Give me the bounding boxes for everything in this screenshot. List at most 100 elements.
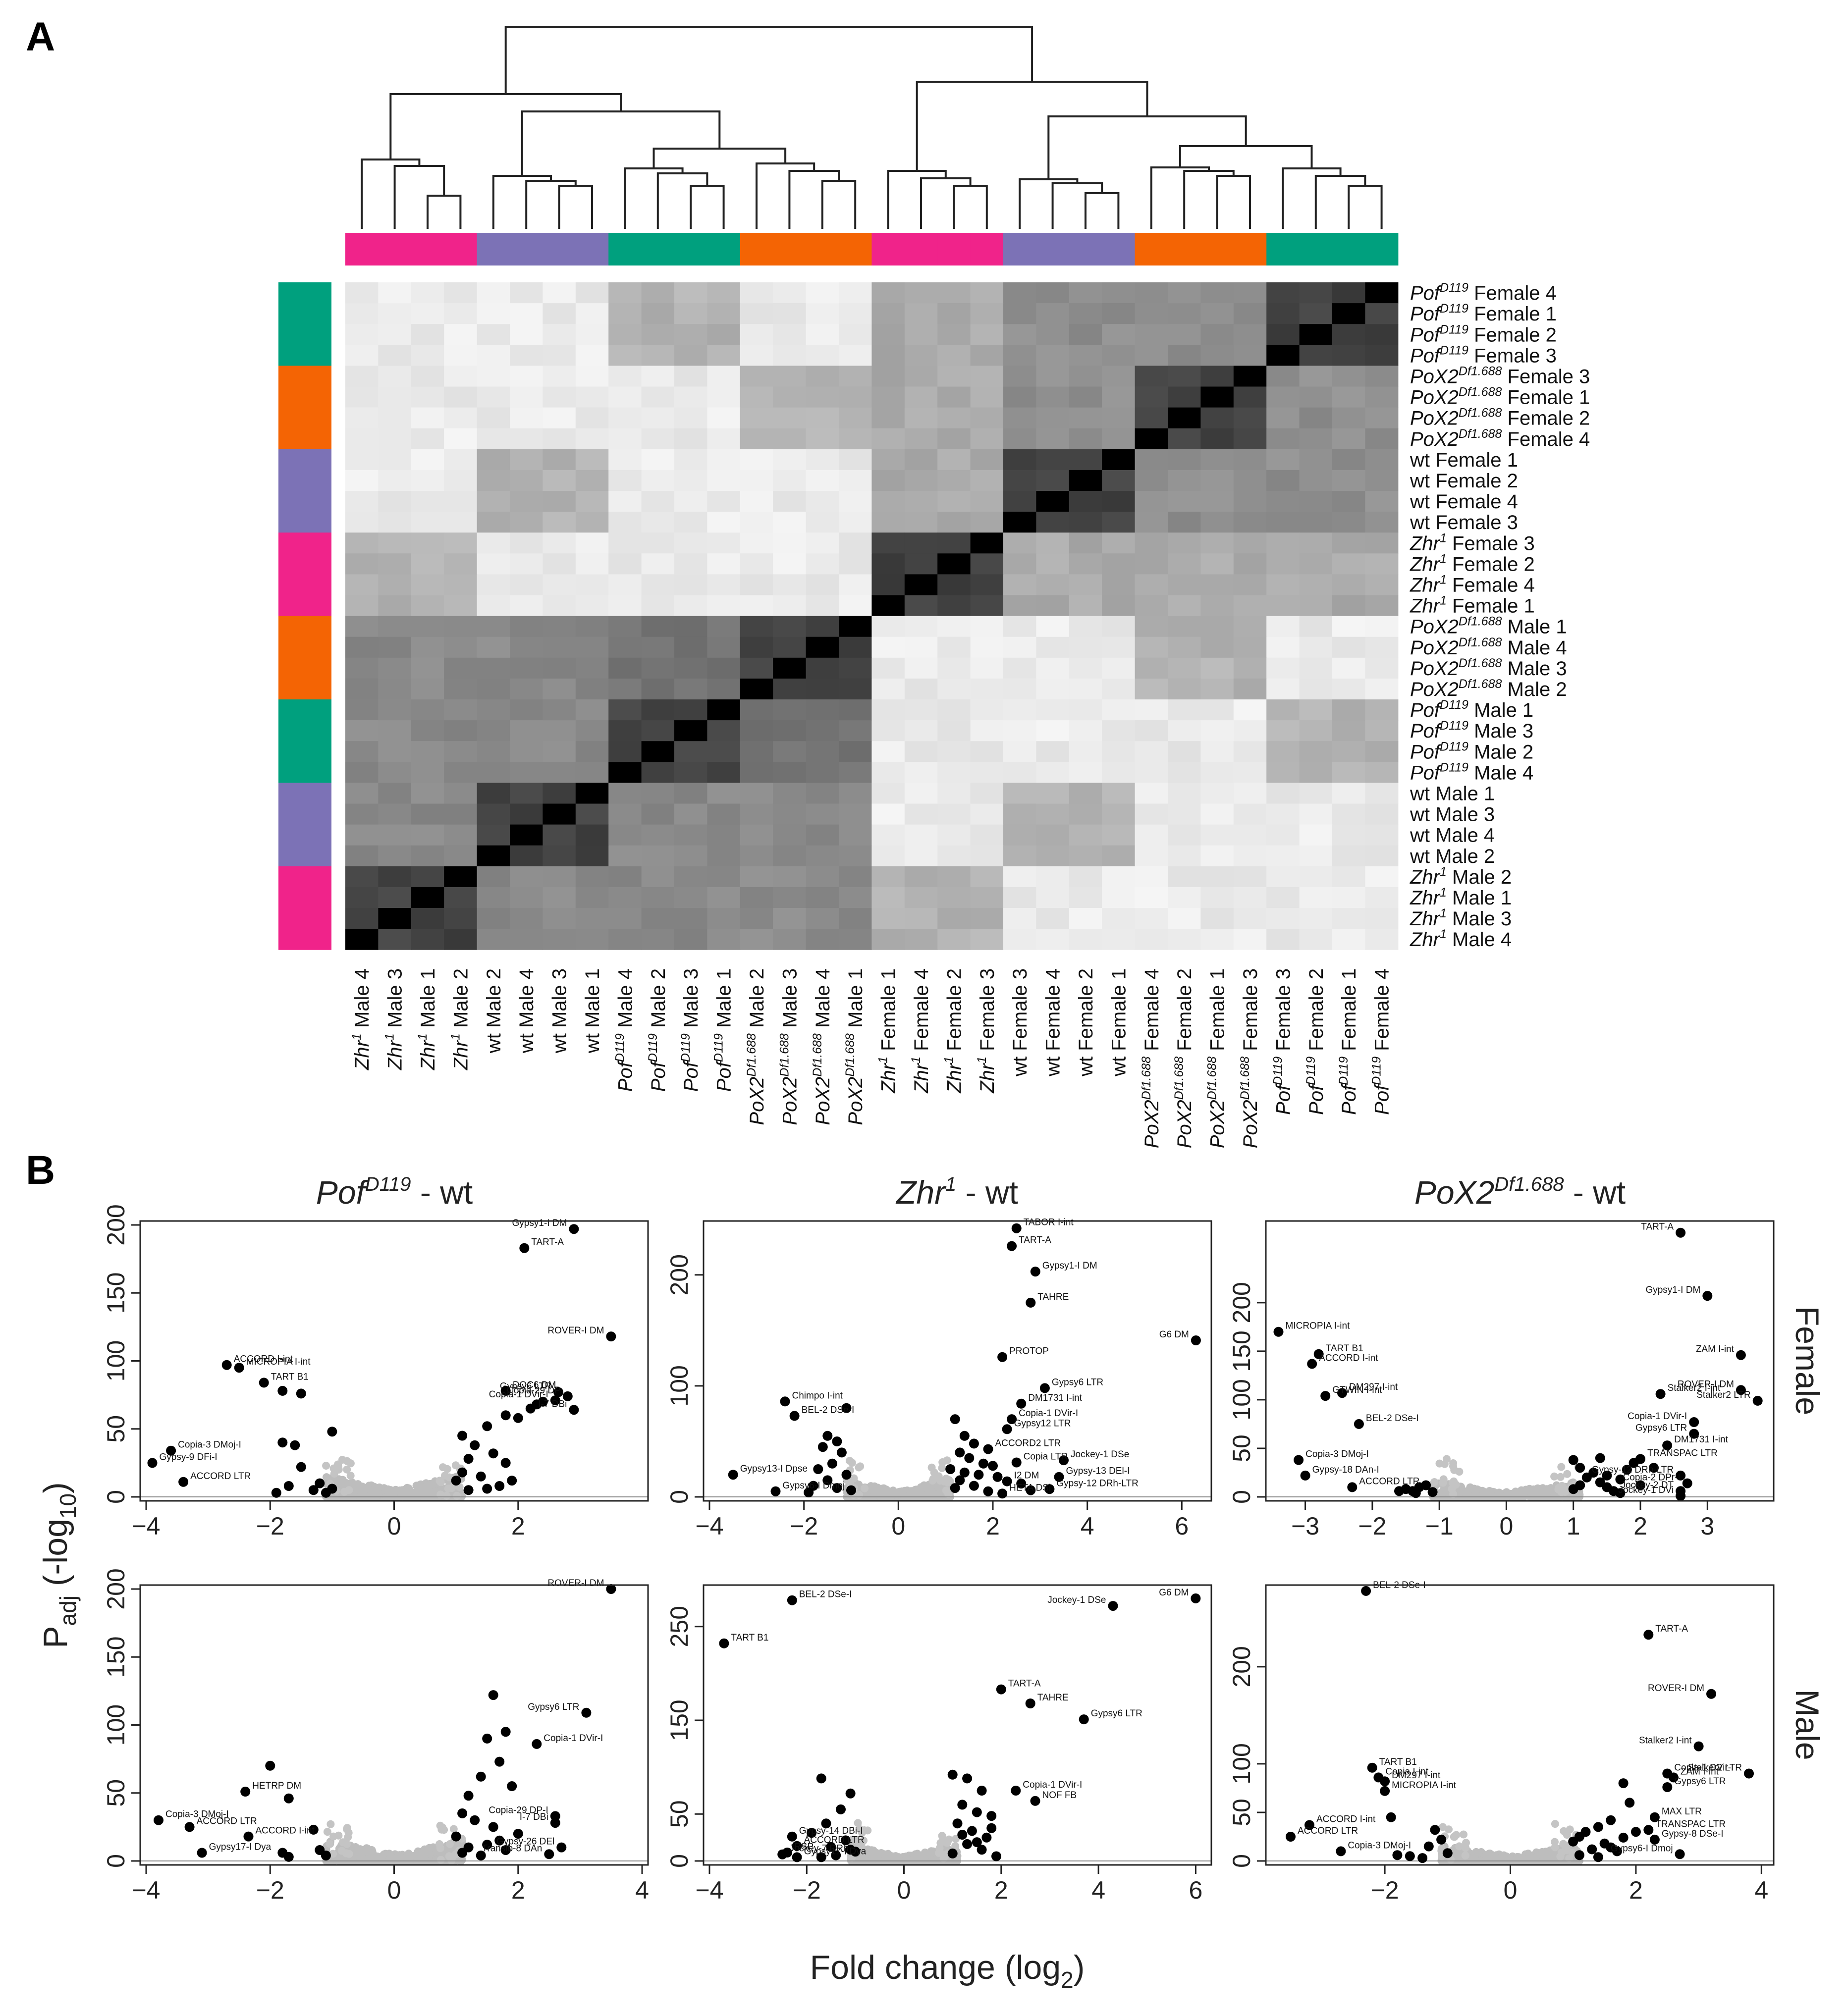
point-label: Gypsy12 LTR [1014, 1418, 1071, 1429]
title-sup: D119 [365, 1173, 411, 1195]
heatmap-cell [1069, 449, 1102, 471]
ns-point [362, 1856, 371, 1864]
labeled-point [1380, 1776, 1390, 1787]
heatmap-cell [707, 699, 741, 721]
heatmap-cell [1036, 470, 1070, 491]
sig-point [977, 1845, 987, 1855]
row-label-sup: 1 [1440, 552, 1447, 566]
heatmap-cell [575, 553, 609, 575]
heatmap-cell [345, 762, 379, 783]
heatmap-cell [1036, 678, 1070, 700]
heatmap-cell [740, 720, 773, 742]
row-label-suffix: Female 1 [1430, 449, 1518, 471]
row-label-sup: D119 [1440, 343, 1468, 357]
heatmap-cell [1102, 616, 1136, 637]
x-tick-label: 4 [1754, 1876, 1768, 1904]
heatmap-cell [970, 887, 1004, 908]
labeled-point [544, 1849, 554, 1859]
heatmap-cell [1069, 887, 1102, 908]
heatmap-cell [1299, 553, 1333, 575]
row-label-suffix: Male 2 [1430, 846, 1495, 867]
heatmap-cell [444, 553, 478, 575]
heatmap-cell [740, 762, 773, 783]
heatmap-cell [1036, 595, 1070, 617]
heatmap-cell [970, 741, 1004, 762]
heatmap-cell [1365, 428, 1399, 450]
y-tick-label: 0 [1228, 1854, 1255, 1868]
heatmap-cell [444, 866, 478, 888]
labeled-point [770, 1486, 781, 1496]
row-color-bar [278, 532, 331, 554]
ns-point [442, 1491, 451, 1500]
heatmap-cell [1168, 908, 1201, 929]
volcano-panels: PofD119 - wt Zhr1 - wt PoX2Df1.688 - wtFem… [102, 1173, 1826, 1904]
heatmap-cell [575, 783, 609, 804]
heatmap-cell [1069, 470, 1102, 491]
heatmap-cell [1299, 783, 1333, 804]
dendrogram [361, 26, 1383, 229]
col-label-suffix: Male 4 [614, 968, 636, 1033]
heatmap-cell [1200, 887, 1234, 908]
heatmap-cell [543, 699, 576, 721]
heatmap-cell [1003, 449, 1036, 471]
heatmap-cell [773, 637, 807, 658]
sig-point [513, 1829, 523, 1839]
col-label-sup: D119 [1271, 1057, 1285, 1085]
heatmap-cell [641, 595, 675, 617]
heatmap-cell [575, 491, 609, 512]
heatmap-cell [970, 845, 1004, 867]
heatmap-cell [411, 678, 444, 700]
heatmap-cell [1069, 783, 1102, 804]
heatmap-cell [1233, 741, 1267, 762]
heatmap-cell [411, 428, 444, 450]
heatmap-cell [674, 866, 707, 888]
col-label-base: PoX2 [1207, 1100, 1229, 1148]
row-label-sup: 1 [1440, 927, 1447, 941]
heatmap-cell [1069, 762, 1102, 783]
heatmap-cell [1299, 303, 1333, 324]
heatmap-cell [674, 678, 707, 700]
heatmap-cell [1200, 803, 1234, 825]
heatmap-cell [477, 783, 510, 804]
sig-point [816, 1852, 826, 1862]
heatmap-cell [543, 407, 576, 429]
row-label-base: PoX2 [1410, 387, 1459, 409]
heatmap-cell [543, 303, 576, 324]
heatmap-cell [1233, 657, 1267, 679]
heatmap-cell [575, 386, 609, 408]
heatmap-cell [1102, 824, 1136, 846]
heatmap-cell [1332, 491, 1365, 512]
row-color-bar [278, 491, 331, 512]
heatmap-cell [839, 803, 872, 825]
heatmap-cell [1266, 887, 1300, 908]
heatmap-cell [773, 282, 807, 304]
row-label-suffix: Female 4 [1447, 575, 1535, 596]
ns-point [938, 1458, 947, 1466]
labeled-point [1059, 1455, 1069, 1466]
y-axis-title-close: ) [37, 1482, 74, 1493]
heatmap-cell [411, 407, 444, 429]
heatmap-cell [1365, 887, 1399, 908]
labeled-point [1702, 1291, 1713, 1301]
heatmap-cell [345, 345, 379, 366]
heatmap-cell [904, 741, 938, 762]
row-label: Zhr1 Female 2 [1410, 552, 1535, 575]
row-label: PofD119 Male 4 [1410, 760, 1533, 784]
heatmap-cell [411, 491, 444, 512]
heatmap-cell [740, 908, 773, 929]
heatmap-cell [378, 407, 412, 429]
col-label-base: PoX2 [812, 1077, 834, 1125]
heatmap-cell [575, 449, 609, 471]
heatmap-cell [871, 845, 905, 867]
point-label: Gypsy-12 DRh-LTR [1056, 1478, 1138, 1488]
heatmap-cell [444, 908, 478, 929]
labeled-point [550, 1811, 560, 1821]
sig-point [296, 1388, 306, 1399]
row-label: wt Male 4 [1410, 825, 1495, 847]
labeled-point [1191, 1593, 1201, 1603]
title-base: PoX2 [1414, 1174, 1494, 1211]
labeled-point [1191, 1335, 1201, 1345]
heatmap-cell [1200, 657, 1234, 679]
heatmap-cell [1168, 637, 1201, 658]
heatmap-cell [674, 595, 707, 617]
